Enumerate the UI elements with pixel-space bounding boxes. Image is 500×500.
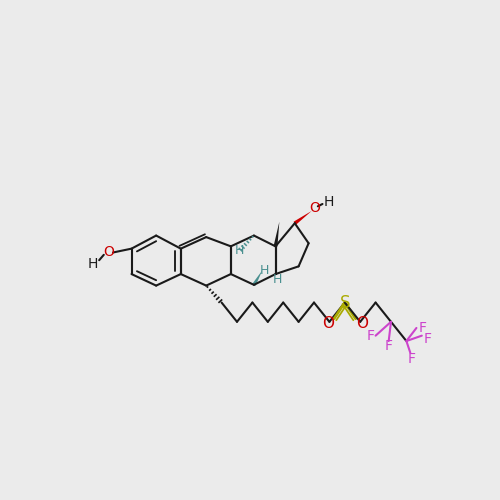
Text: H: H: [324, 196, 334, 209]
Text: H: H: [260, 264, 268, 276]
Text: F: F: [408, 352, 416, 366]
Text: H: H: [234, 244, 244, 258]
Text: H: H: [272, 273, 281, 286]
Text: F: F: [384, 338, 392, 352]
Text: O: O: [356, 316, 368, 331]
Text: F: F: [366, 328, 374, 342]
Text: O: O: [310, 201, 320, 215]
Polygon shape: [252, 270, 262, 286]
Text: S: S: [340, 294, 350, 312]
Text: F: F: [424, 332, 432, 345]
Polygon shape: [274, 222, 280, 246]
Text: O: O: [322, 316, 334, 331]
Polygon shape: [294, 211, 312, 225]
Text: H: H: [88, 257, 98, 271]
Text: O: O: [103, 246, 114, 260]
Text: F: F: [418, 321, 426, 335]
